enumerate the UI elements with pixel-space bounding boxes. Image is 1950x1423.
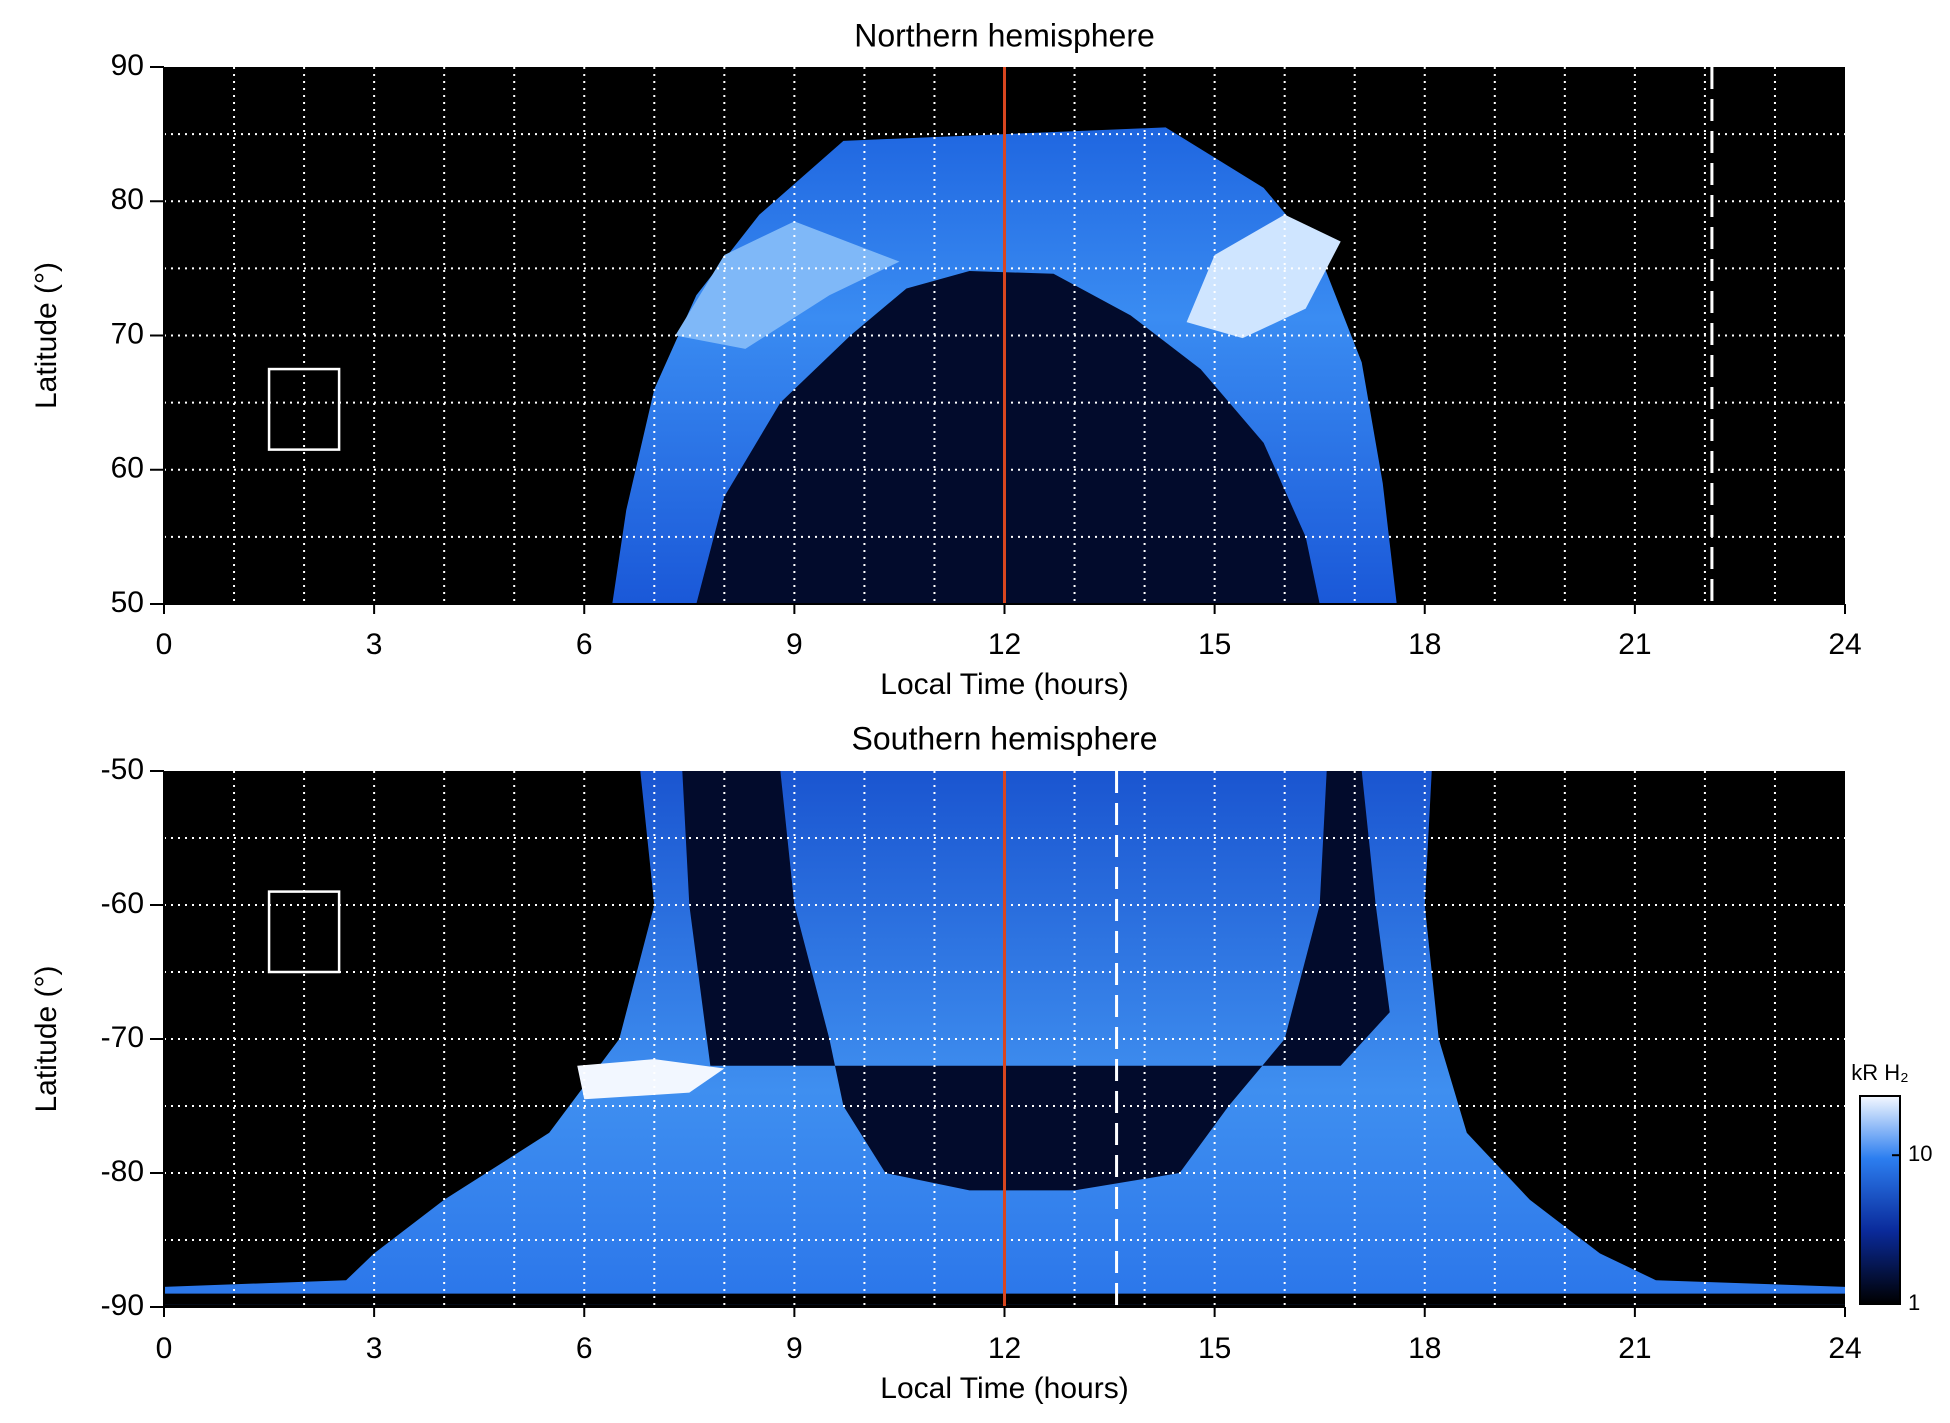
y-tick-label: -50 xyxy=(101,753,144,786)
x-axis-label: Local Time (hours) xyxy=(880,1372,1128,1405)
x-tick-label: 6 xyxy=(576,628,593,661)
colorbar-tick-label: 10 xyxy=(1908,1141,1932,1166)
x-axis-label: Local Time (hours) xyxy=(880,668,1128,701)
y-tick-label: -90 xyxy=(101,1289,144,1322)
x-tick-label: 24 xyxy=(1828,1332,1861,1365)
x-tick-label: 9 xyxy=(786,628,803,661)
y-tick-label: 70 xyxy=(111,317,144,350)
y-tick-label: 60 xyxy=(111,452,144,485)
x-tick-label: 3 xyxy=(366,628,383,661)
y-tick-label: -60 xyxy=(101,887,144,920)
x-tick-label: 21 xyxy=(1618,1332,1651,1365)
auroral-emission xyxy=(675,221,900,349)
y-axis-label: Latitude (°) xyxy=(30,262,63,409)
y-tick-label: 90 xyxy=(111,49,144,82)
chart-title: Southern hemisphere xyxy=(852,720,1158,756)
chart-title: Northern hemisphere xyxy=(854,17,1155,53)
y-tick-label: 80 xyxy=(111,183,144,216)
auroral-emission xyxy=(682,771,1390,1191)
y-tick-label: 50 xyxy=(111,586,144,619)
x-tick-label: 15 xyxy=(1198,1332,1231,1365)
panel: 0 3 6 9 12 15 18 21 24 50 60 70 80 90 Northern hemisph… xyxy=(30,17,1862,700)
auroral-emission xyxy=(577,1059,725,1100)
auroral-emission xyxy=(1186,214,1341,339)
x-tick-label: 12 xyxy=(988,628,1021,661)
x-tick-label: 0 xyxy=(156,1332,173,1365)
x-tick-label: 21 xyxy=(1618,628,1651,661)
colorbar xyxy=(1859,1095,1901,1305)
x-tick-label: 15 xyxy=(1198,628,1231,661)
x-tick-label: 9 xyxy=(786,1332,803,1365)
auroral-emission xyxy=(696,271,1320,604)
x-tick-label: 24 xyxy=(1828,628,1861,661)
x-tick-label: 3 xyxy=(366,1332,383,1365)
colorbar-label: kR H₂ xyxy=(1851,1060,1908,1085)
panel: 0 3 6 9 12 15 18 21 24 -90 -80 -70 -60 -50 Southern he… xyxy=(30,720,1933,1404)
colorbar-tick-label: 1 xyxy=(1908,1290,1920,1315)
x-tick-label: 18 xyxy=(1408,628,1441,661)
y-tick-label: -70 xyxy=(101,1021,144,1054)
x-tick-label: 6 xyxy=(576,1332,593,1365)
region-box xyxy=(267,890,341,974)
y-axis-label: Latitude (°) xyxy=(30,965,63,1112)
x-tick-label: 0 xyxy=(156,628,173,661)
region-box xyxy=(267,367,341,451)
y-tick-label: -80 xyxy=(101,1155,144,1188)
x-tick-label: 12 xyxy=(988,1332,1021,1365)
x-tick-label: 18 xyxy=(1408,1332,1441,1365)
